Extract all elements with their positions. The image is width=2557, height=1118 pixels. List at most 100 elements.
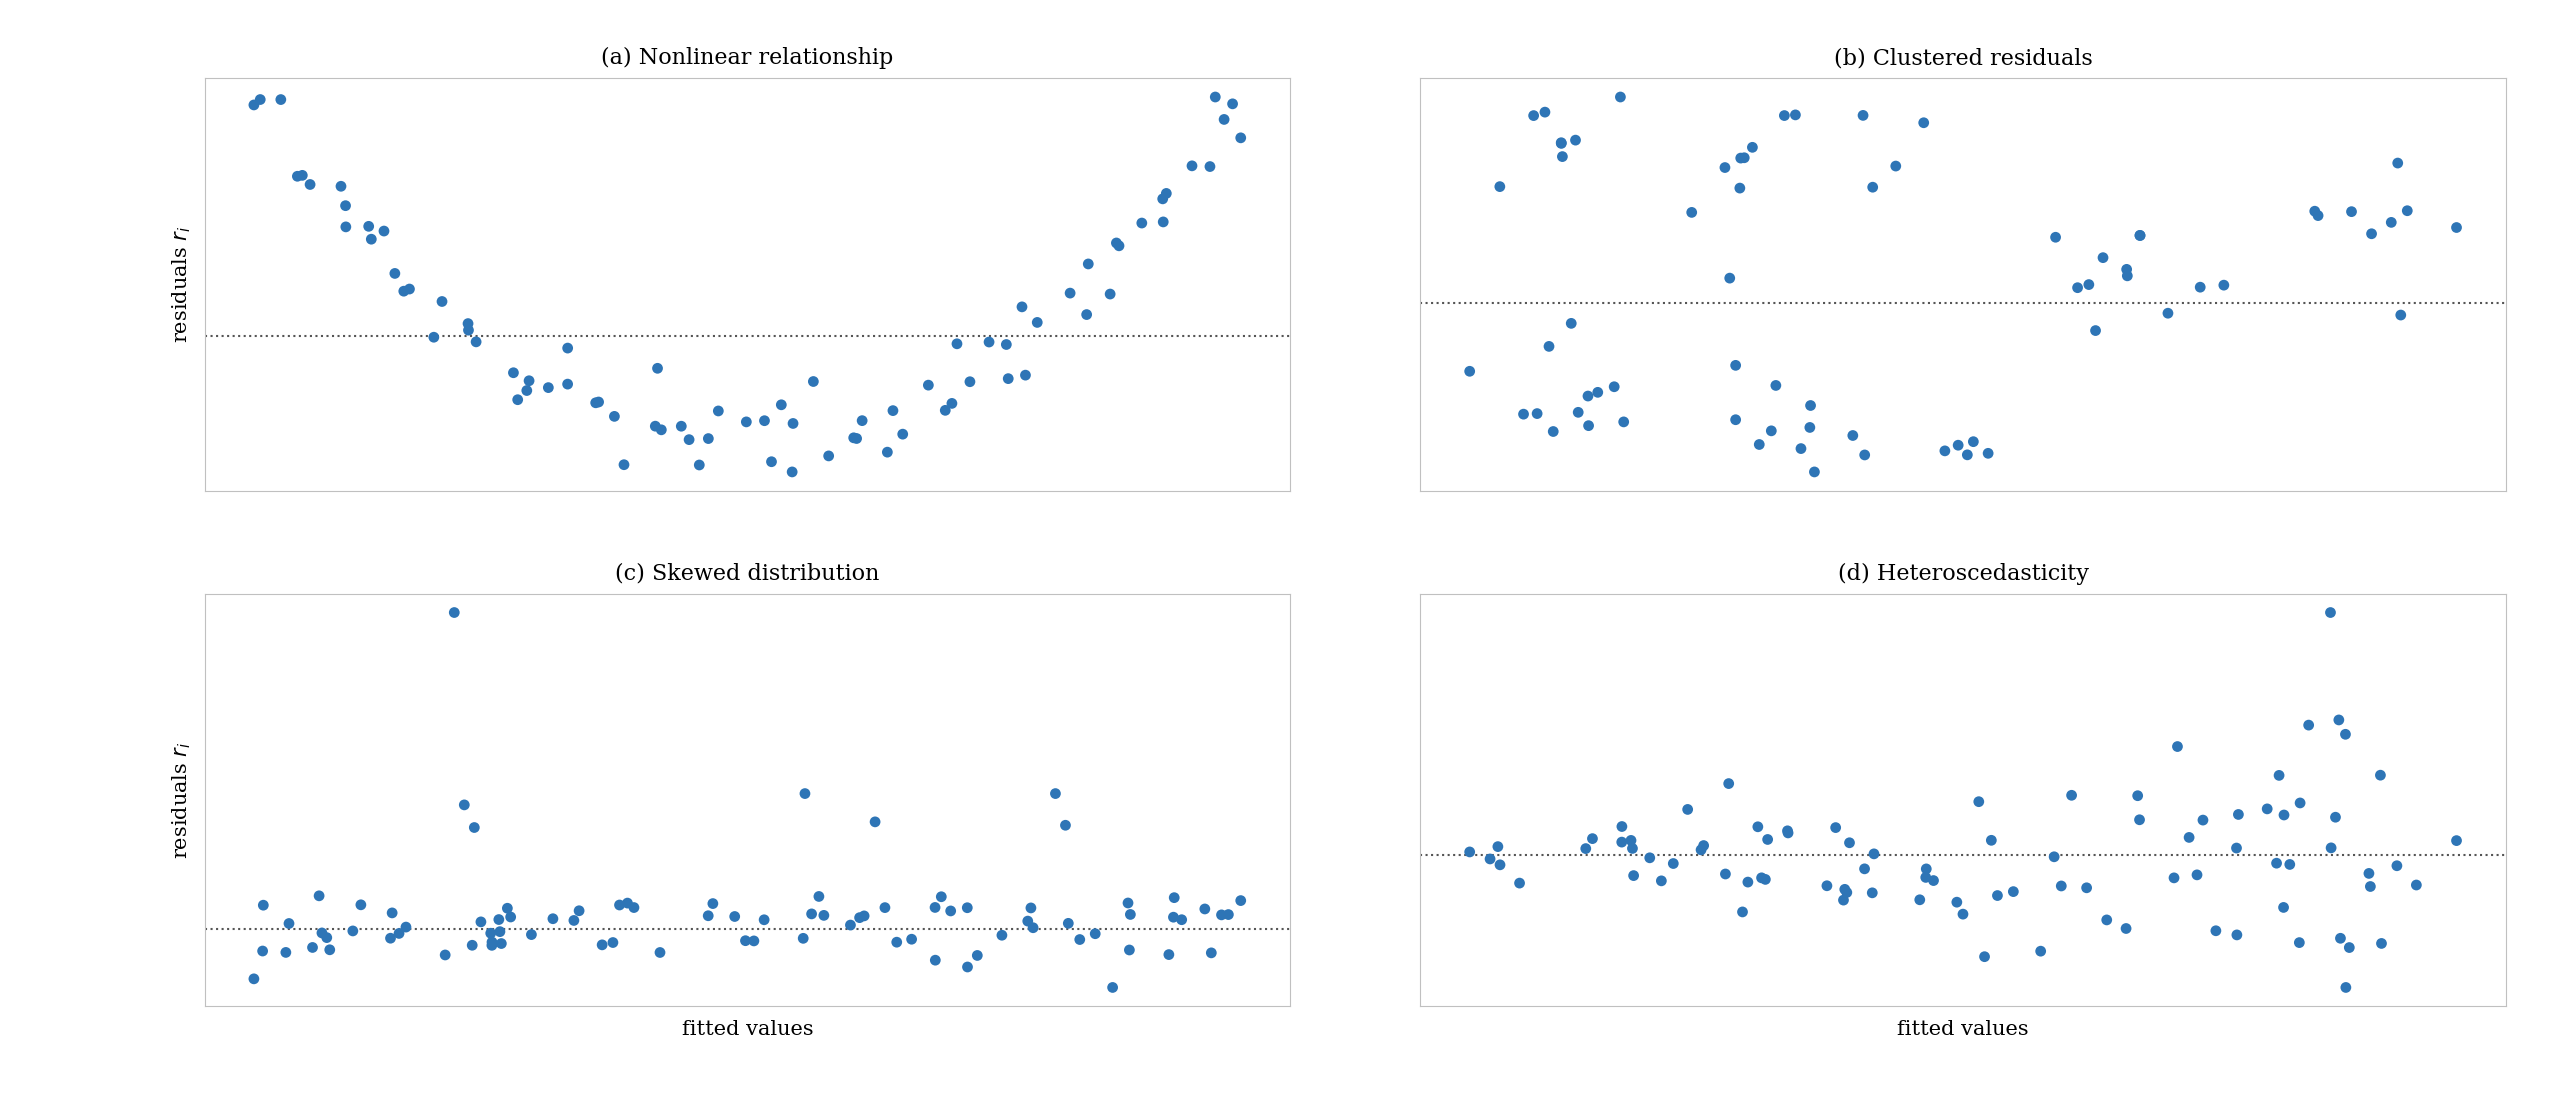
Point: [1036, 785, 1076, 803]
Point: [578, 394, 619, 411]
Point: [2375, 856, 2416, 874]
Title: (b) Clustered residuals: (b) Clustered residuals: [1833, 47, 2092, 69]
Point: [1148, 946, 1189, 964]
Point: [1018, 313, 1059, 331]
Point: [698, 402, 739, 420]
Point: [2255, 854, 2296, 872]
Point: [2066, 879, 2107, 897]
Point: [2370, 214, 2411, 231]
Point: [1524, 103, 1565, 121]
Point: [289, 176, 330, 193]
Point: [2176, 866, 2217, 884]
Point: [1790, 418, 1831, 436]
Point: [1959, 793, 2000, 811]
Point: [2179, 278, 2219, 296]
Point: [2350, 878, 2391, 896]
Point: [2263, 806, 2304, 824]
Point: [1795, 463, 1836, 481]
Point: [982, 927, 1023, 945]
Point: [603, 456, 644, 474]
Point: [1936, 893, 1977, 911]
Y-axis label: residuals $r_i$: residuals $r_i$: [171, 226, 194, 343]
Point: [1212, 95, 1253, 113]
Point: [1048, 915, 1089, 932]
Point: [422, 293, 463, 311]
Point: [1107, 894, 1148, 912]
Point: [892, 930, 933, 948]
Point: [1913, 872, 1954, 890]
Point: [460, 913, 501, 931]
Point: [1097, 234, 1138, 252]
Point: [1110, 906, 1151, 923]
Point: [987, 335, 1028, 353]
Point: [1051, 284, 1092, 302]
Point: [348, 217, 389, 235]
Point: [2217, 926, 2258, 944]
Point: [2081, 248, 2122, 266]
Point: [2309, 604, 2350, 622]
Point: [987, 370, 1028, 388]
Point: [2196, 922, 2237, 940]
Point: [1100, 237, 1140, 255]
Point: [1823, 891, 1864, 909]
Point: [373, 265, 414, 283]
Point: [1567, 417, 1608, 435]
Point: [1741, 869, 1782, 887]
Point: [1790, 397, 1831, 415]
Point: [660, 417, 701, 435]
Point: [1851, 884, 1892, 902]
Point: [2120, 227, 2161, 245]
Point: [453, 936, 494, 954]
Point: [1977, 887, 2017, 904]
Point: [2294, 202, 2335, 220]
Point: [547, 339, 588, 357]
Point: [688, 907, 729, 925]
Point: [1828, 834, 1869, 852]
Point: [243, 897, 284, 915]
Point: [1573, 830, 1613, 847]
Point: [1532, 423, 1573, 440]
Point: [2263, 899, 2304, 917]
Point: [1971, 832, 2012, 850]
Point: [790, 904, 831, 922]
Point: [931, 902, 972, 920]
Point: [1207, 906, 1248, 923]
Point: [2332, 202, 2373, 220]
Point: [798, 888, 839, 906]
Point: [593, 934, 634, 951]
Point: [268, 915, 309, 932]
Point: [1706, 159, 1746, 177]
Point: [496, 391, 537, 409]
Point: [1601, 817, 1642, 835]
Point: [637, 359, 678, 377]
Point: [844, 907, 885, 925]
Point: [1992, 883, 2033, 901]
Point: [2324, 978, 2365, 996]
Point: [1184, 900, 1225, 918]
Point: [1161, 911, 1202, 929]
Point: [1805, 877, 1846, 894]
Point: [481, 935, 522, 953]
Point: [2033, 847, 2074, 865]
Point: [1708, 775, 1749, 793]
Point: [1007, 912, 1048, 930]
Point: [713, 908, 754, 926]
Point: [266, 944, 307, 961]
Point: [2107, 267, 2148, 285]
Point: [281, 167, 322, 184]
Point: [299, 887, 340, 904]
Point: [1089, 285, 1130, 303]
Point: [1220, 892, 1261, 910]
Point: [1680, 841, 1721, 859]
Point: [325, 197, 366, 215]
Point: [447, 321, 488, 339]
Point: [915, 951, 956, 969]
Point: [1578, 383, 1619, 401]
Point: [1220, 129, 1261, 146]
Point: [2381, 306, 2421, 324]
Point: [639, 944, 680, 961]
Point: [1481, 178, 1521, 196]
Point: [1964, 948, 2005, 966]
Title: (d) Heteroscedasticity: (d) Heteroscedasticity: [1838, 562, 2089, 585]
Point: [1902, 114, 1943, 132]
